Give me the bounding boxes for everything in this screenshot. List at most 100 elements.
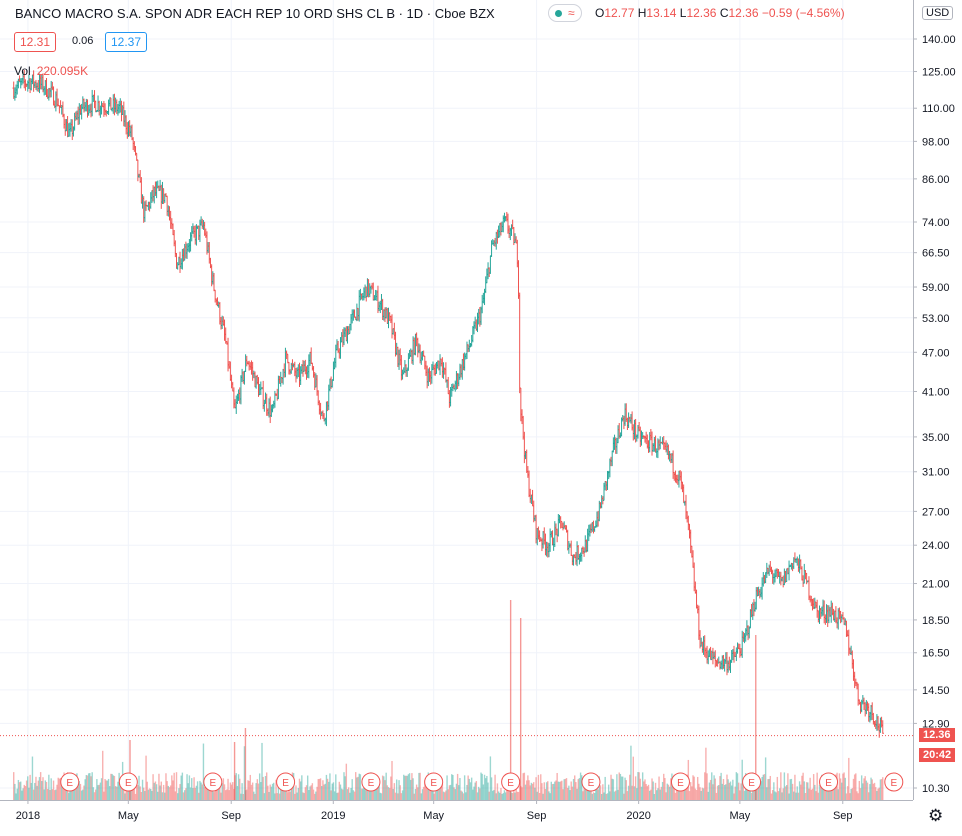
- volume-bar: [565, 778, 568, 800]
- volume-bar: [395, 779, 398, 800]
- volume-bar: [349, 792, 351, 800]
- volume-bar: [225, 790, 227, 800]
- earnings-marker-label: E: [209, 778, 216, 789]
- earnings-marker-icon: [203, 772, 223, 792]
- volume-bar: [358, 773, 360, 800]
- volume-spike-bar: [244, 728, 247, 800]
- volume-bar: [38, 777, 41, 800]
- volume-legend[interactable]: Vol 220.095K: [14, 64, 88, 78]
- volume-bar: [521, 787, 523, 800]
- volume-bar: [678, 786, 680, 800]
- volume-bar: [42, 777, 44, 800]
- volume-bar: [337, 792, 339, 800]
- volume-bar: [495, 793, 497, 800]
- volume-bar: [812, 774, 815, 800]
- volume-bar: [16, 788, 18, 800]
- volume-bar: [533, 782, 535, 800]
- volume-bar: [591, 793, 593, 800]
- symbol-title[interactable]: BANCO MACRO S.A. SPON ADR EACH REP 10 OR…: [15, 6, 495, 21]
- volume-bar: [524, 784, 527, 800]
- volume-bar: [82, 789, 84, 800]
- volume-bar: [852, 778, 855, 800]
- volume-bar: [862, 783, 864, 800]
- volume-bar: [834, 783, 836, 800]
- volume-bar: [181, 772, 184, 800]
- volume-bar: [96, 779, 98, 800]
- earnings-marker-icon: [118, 772, 138, 792]
- earnings-marker-label: E: [282, 778, 289, 789]
- volume-bar: [800, 784, 802, 800]
- volume-bar: [182, 792, 185, 800]
- volume-bar: [797, 792, 800, 800]
- volume-bar: [585, 784, 588, 800]
- volume-bar: [461, 791, 463, 800]
- volume-bar: [162, 784, 165, 800]
- volume-bar: [229, 782, 232, 800]
- volume-bar: [499, 792, 501, 800]
- volume-bar: [564, 778, 567, 800]
- volume-bar: [350, 787, 352, 800]
- volume-bar: [504, 792, 507, 800]
- volume-bar: [465, 792, 467, 800]
- volume-bar: [270, 786, 273, 800]
- time-tick-label: May: [118, 810, 139, 822]
- volume-bar: [201, 784, 203, 800]
- sell-price-button[interactable]: 12.31: [14, 32, 57, 52]
- volume-bar: [417, 787, 419, 800]
- volume-bar: [668, 786, 671, 800]
- volume-bar: [398, 780, 400, 800]
- volume-bar: [667, 784, 670, 800]
- volume-bar: [318, 778, 321, 800]
- volume-bar: [173, 772, 175, 800]
- market-status-pill[interactable]: ≈: [548, 4, 582, 22]
- volume-bar: [415, 784, 418, 800]
- buy-price-button[interactable]: 12.37: [105, 32, 148, 52]
- volume-bar: [798, 781, 801, 800]
- volume-bar: [595, 783, 597, 800]
- volume-bar: [760, 781, 762, 800]
- volume-bar: [406, 775, 408, 800]
- volume-bar: [791, 783, 794, 800]
- volume-bar: [496, 783, 499, 800]
- volume-bar: [278, 793, 281, 800]
- volume-bar: [31, 756, 34, 800]
- volume-bar: [454, 789, 456, 800]
- volume-bar: [876, 790, 878, 800]
- volume-bar: [309, 786, 311, 800]
- volume-bar: [393, 783, 396, 800]
- volume-bar: [447, 789, 449, 800]
- volume-bar: [612, 779, 615, 800]
- volume-bar: [30, 782, 32, 800]
- volume-bar: [795, 792, 797, 800]
- volume-bar: [271, 783, 274, 800]
- volume-bar: [584, 785, 586, 800]
- volume-bar: [459, 777, 461, 800]
- volume-bar: [482, 784, 485, 800]
- volume-bar: [761, 776, 763, 800]
- volume-bar: [351, 779, 353, 800]
- volume-bar: [872, 783, 875, 800]
- status-badges[interactable]: ≈: [548, 4, 582, 22]
- volume-bar: [609, 791, 611, 800]
- volume-bar: [794, 774, 796, 800]
- volume-bar: [489, 756, 492, 800]
- volume-bar: [468, 778, 471, 800]
- volume-bar: [29, 774, 31, 800]
- volume-bar: [56, 784, 58, 800]
- gear-icon[interactable]: ⚙: [928, 806, 944, 825]
- volume-bar: [865, 780, 868, 800]
- volume-bar: [205, 786, 207, 800]
- volume-bar: [547, 781, 549, 800]
- volume-bar: [759, 778, 761, 800]
- volume-bar: [875, 787, 877, 800]
- volume-bar: [394, 792, 397, 800]
- volume-bar: [828, 790, 830, 800]
- volume-bar: [592, 792, 595, 800]
- currency-button[interactable]: USD: [922, 6, 954, 20]
- volume-bar: [78, 781, 81, 800]
- volume-bar: [269, 784, 271, 800]
- volume-bar: [631, 785, 633, 800]
- time-tick-label: Sep: [527, 810, 547, 822]
- volume-bar: [44, 780, 47, 800]
